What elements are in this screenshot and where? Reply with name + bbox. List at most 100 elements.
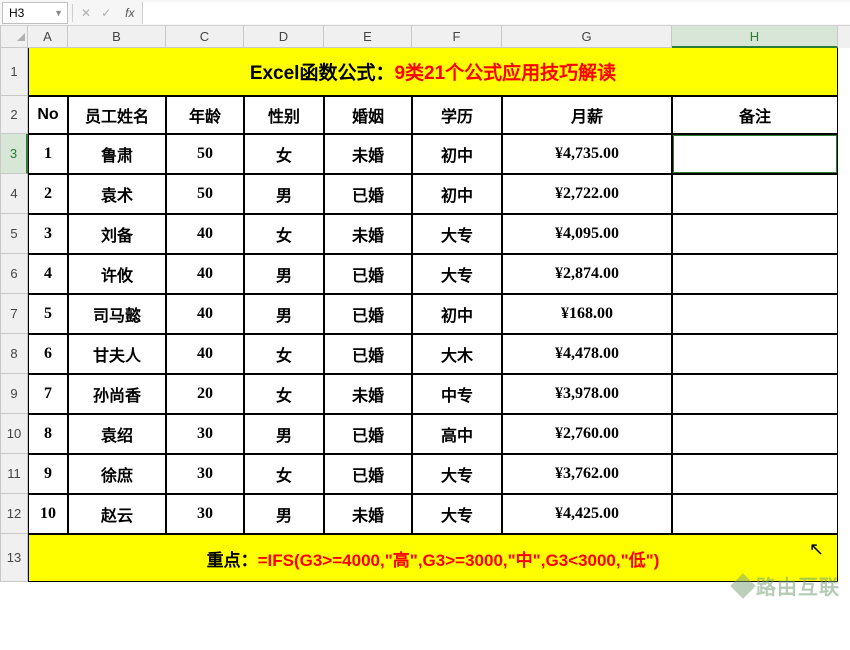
row-header-1[interactable]: 1 (0, 48, 28, 96)
cell-A12[interactable]: 10 (28, 494, 68, 534)
cell-G10[interactable]: ¥2,760.00 (502, 414, 672, 454)
column-header-F[interactable]: F (412, 26, 502, 48)
row-header-9[interactable]: 9 (0, 374, 28, 414)
cell-D12[interactable]: 男 (244, 494, 324, 534)
cell-H12[interactable] (672, 494, 838, 534)
table-header-5[interactable]: 学历 (412, 96, 502, 134)
row-header-3[interactable]: 3 (0, 134, 28, 174)
cell-D6[interactable]: 男 (244, 254, 324, 294)
cell-B7[interactable]: 司马懿 (68, 294, 166, 334)
cell-F7[interactable]: 初中 (412, 294, 502, 334)
table-header-0[interactable]: No (28, 96, 68, 134)
cell-E8[interactable]: 已婚 (324, 334, 412, 374)
cell-E10[interactable]: 已婚 (324, 414, 412, 454)
column-header-H[interactable]: H (672, 26, 838, 48)
cell-G12[interactable]: ¥4,425.00 (502, 494, 672, 534)
cell-D3[interactable]: 女 (244, 134, 324, 174)
cell-A11[interactable]: 9 (28, 454, 68, 494)
cell-H5[interactable] (672, 214, 838, 254)
table-header-4[interactable]: 婚姻 (324, 96, 412, 134)
cell-H3[interactable] (672, 134, 838, 174)
column-header-A[interactable]: A (28, 26, 68, 48)
cell-C8[interactable]: 40 (166, 334, 244, 374)
cell-A4[interactable]: 2 (28, 174, 68, 214)
cell-D7[interactable]: 男 (244, 294, 324, 334)
column-header-B[interactable]: B (68, 26, 166, 48)
cell-H8[interactable] (672, 334, 838, 374)
cell-F6[interactable]: 大专 (412, 254, 502, 294)
cell-F9[interactable]: 中专 (412, 374, 502, 414)
cell-C9[interactable]: 20 (166, 374, 244, 414)
row-header-12[interactable]: 12 (0, 494, 28, 534)
cell-H9[interactable] (672, 374, 838, 414)
row-header-8[interactable]: 8 (0, 334, 28, 374)
cell-D11[interactable]: 女 (244, 454, 324, 494)
cell-A9[interactable]: 7 (28, 374, 68, 414)
cell-E6[interactable]: 已婚 (324, 254, 412, 294)
cell-B5[interactable]: 刘备 (68, 214, 166, 254)
column-header-C[interactable]: C (166, 26, 244, 48)
row-header-7[interactable]: 7 (0, 294, 28, 334)
cell-D5[interactable]: 女 (244, 214, 324, 254)
cell-B10[interactable]: 袁绍 (68, 414, 166, 454)
cell-D9[interactable]: 女 (244, 374, 324, 414)
row-header-10[interactable]: 10 (0, 414, 28, 454)
cell-G11[interactable]: ¥3,762.00 (502, 454, 672, 494)
cell-G9[interactable]: ¥3,978.00 (502, 374, 672, 414)
cell-G8[interactable]: ¥4,478.00 (502, 334, 672, 374)
cell-B4[interactable]: 袁术 (68, 174, 166, 214)
formula-input[interactable] (142, 2, 850, 24)
select-all-corner[interactable] (0, 26, 28, 48)
cell-E12[interactable]: 未婚 (324, 494, 412, 534)
cell-G4[interactable]: ¥2,722.00 (502, 174, 672, 214)
column-header-G[interactable]: G (502, 26, 672, 48)
cell-F12[interactable]: 大专 (412, 494, 502, 534)
cell-A7[interactable]: 5 (28, 294, 68, 334)
cell-A5[interactable]: 3 (28, 214, 68, 254)
cell-E11[interactable]: 已婚 (324, 454, 412, 494)
cell-G3[interactable]: ¥4,735.00 (502, 134, 672, 174)
bottom-cell[interactable]: 重点： =IFS(G3>=4000,"高",G3>=3000,"中",G3<30… (28, 534, 838, 582)
cell-D10[interactable]: 男 (244, 414, 324, 454)
cell-B8[interactable]: 甘夫人 (68, 334, 166, 374)
cell-H7[interactable] (672, 294, 838, 334)
cell-E5[interactable]: 未婚 (324, 214, 412, 254)
cell-H4[interactable] (672, 174, 838, 214)
cell-E7[interactable]: 已婚 (324, 294, 412, 334)
column-header-D[interactable]: D (244, 26, 324, 48)
cell-C3[interactable]: 50 (166, 134, 244, 174)
cell-C10[interactable]: 30 (166, 414, 244, 454)
row-header-13[interactable]: 13 (0, 534, 28, 582)
cell-A3[interactable]: 1 (28, 134, 68, 174)
cell-C11[interactable]: 30 (166, 454, 244, 494)
cell-A10[interactable]: 8 (28, 414, 68, 454)
row-header-11[interactable]: 11 (0, 454, 28, 494)
confirm-icon[interactable]: ✓ (101, 6, 111, 20)
cell-C12[interactable]: 30 (166, 494, 244, 534)
cell-G5[interactable]: ¥4,095.00 (502, 214, 672, 254)
cell-C4[interactable]: 50 (166, 174, 244, 214)
table-header-2[interactable]: 年龄 (166, 96, 244, 134)
name-box[interactable]: H3 ▼ (2, 2, 68, 24)
cell-C6[interactable]: 40 (166, 254, 244, 294)
cell-H10[interactable] (672, 414, 838, 454)
cell-F4[interactable]: 初中 (412, 174, 502, 214)
cancel-icon[interactable]: ✕ (81, 6, 91, 20)
cell-F8[interactable]: 大木 (412, 334, 502, 374)
cell-B6[interactable]: 许攸 (68, 254, 166, 294)
cell-B3[interactable]: 鲁肃 (68, 134, 166, 174)
cell-E3[interactable]: 未婚 (324, 134, 412, 174)
cell-C7[interactable]: 40 (166, 294, 244, 334)
cell-D8[interactable]: 女 (244, 334, 324, 374)
cell-F11[interactable]: 大专 (412, 454, 502, 494)
title-cell[interactable]: Excel函数公式： 9类21个公式应用技巧解读 (28, 48, 838, 96)
cell-G7[interactable]: ¥168.00 (502, 294, 672, 334)
row-header-5[interactable]: 5 (0, 214, 28, 254)
cell-H11[interactable] (672, 454, 838, 494)
cell-D4[interactable]: 男 (244, 174, 324, 214)
table-header-6[interactable]: 月薪 (502, 96, 672, 134)
table-header-7[interactable]: 备注 (672, 96, 838, 134)
cell-C5[interactable]: 40 (166, 214, 244, 254)
table-header-3[interactable]: 性别 (244, 96, 324, 134)
cell-A6[interactable]: 4 (28, 254, 68, 294)
